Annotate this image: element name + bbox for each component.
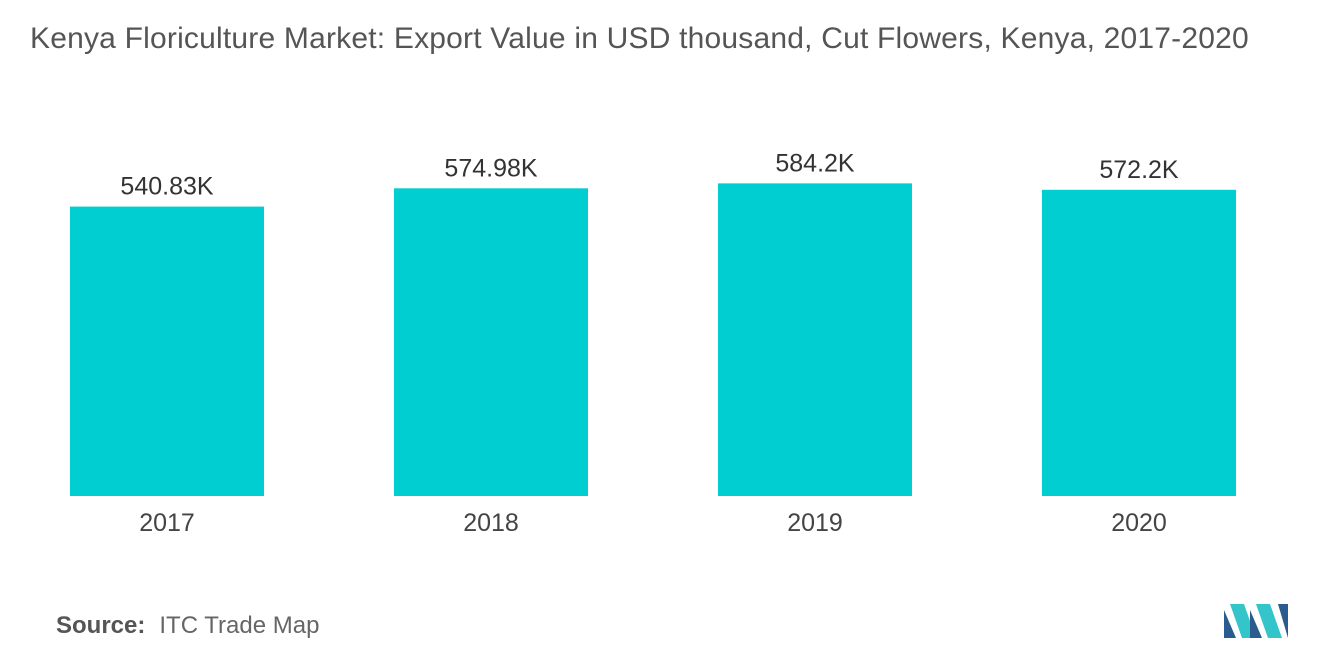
source-label: Source: xyxy=(56,612,146,639)
bar-2019 xyxy=(718,183,912,496)
data-label-2019: 584.2K xyxy=(775,149,855,177)
x-tick-label-2020: 2020 xyxy=(1111,509,1167,537)
mordor-intelligence-logo-icon xyxy=(1224,604,1288,638)
x-tick-label-2018: 2018 xyxy=(463,509,519,537)
bar-2020 xyxy=(1042,189,1236,497)
bar-2018 xyxy=(394,188,588,497)
x-tick-label-2017: 2017 xyxy=(139,509,195,537)
data-label-2018: 574.98K xyxy=(444,154,537,182)
bar-chart: 540.83K 574.98K 584.2K 572.2K 2017 2018 2019 2… xyxy=(70,149,1236,537)
source-note: Source: ITC Trade Map xyxy=(56,612,319,640)
source-value: ITC Trade Map xyxy=(159,612,320,639)
data-label-2020: 572.2K xyxy=(1099,156,1179,184)
data-label-2017: 540.83K xyxy=(120,173,213,201)
chart-title: Kenya Floriculture Market: Export Value … xyxy=(30,22,1249,55)
bar-2017 xyxy=(70,206,264,496)
x-tick-label-2019: 2019 xyxy=(787,509,843,537)
